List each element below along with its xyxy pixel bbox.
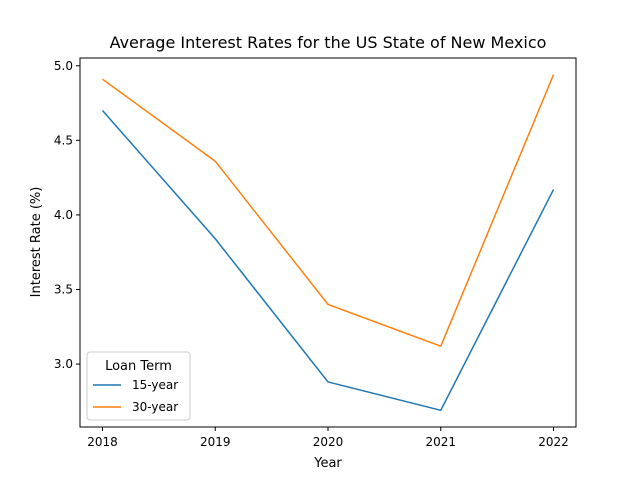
x-tick-label: 2022 (538, 435, 569, 449)
series-lines (101, 74, 555, 412)
x-axis: 2018 2019 2020 2021 2022 (87, 427, 569, 449)
y-tick-label: 4.0 (54, 208, 73, 222)
chart-title: Average Interest Rates for the US State … (110, 33, 547, 52)
x-axis-label: Year (313, 456, 342, 471)
x-tick-label: 2019 (200, 435, 231, 449)
x-tick-label: 2020 (313, 435, 344, 449)
legend: Loan Term 15-year 30-year (86, 351, 191, 421)
legend-title: Loan Term (105, 359, 172, 374)
y-tick-label: 3.0 (54, 357, 73, 371)
x-tick-label: 2021 (425, 435, 456, 449)
legend-label-15-year: 15-year (132, 378, 178, 392)
y-axis-label: Interest Rate (%) (29, 187, 44, 298)
y-tick-label: 3.5 (54, 282, 73, 296)
y-tick-label: 5.0 (54, 59, 73, 73)
series-line-30-year (102, 74, 555, 347)
x-tick-label: 2018 (87, 435, 118, 449)
legend-box (86, 351, 191, 421)
series-line-15-year (101, 110, 555, 412)
y-tick-label: 4.5 (54, 133, 73, 147)
y-axis: 3.0 3.5 4.0 4.5 5.0 (54, 59, 80, 371)
legend-label-30-year: 30-year (132, 400, 178, 414)
